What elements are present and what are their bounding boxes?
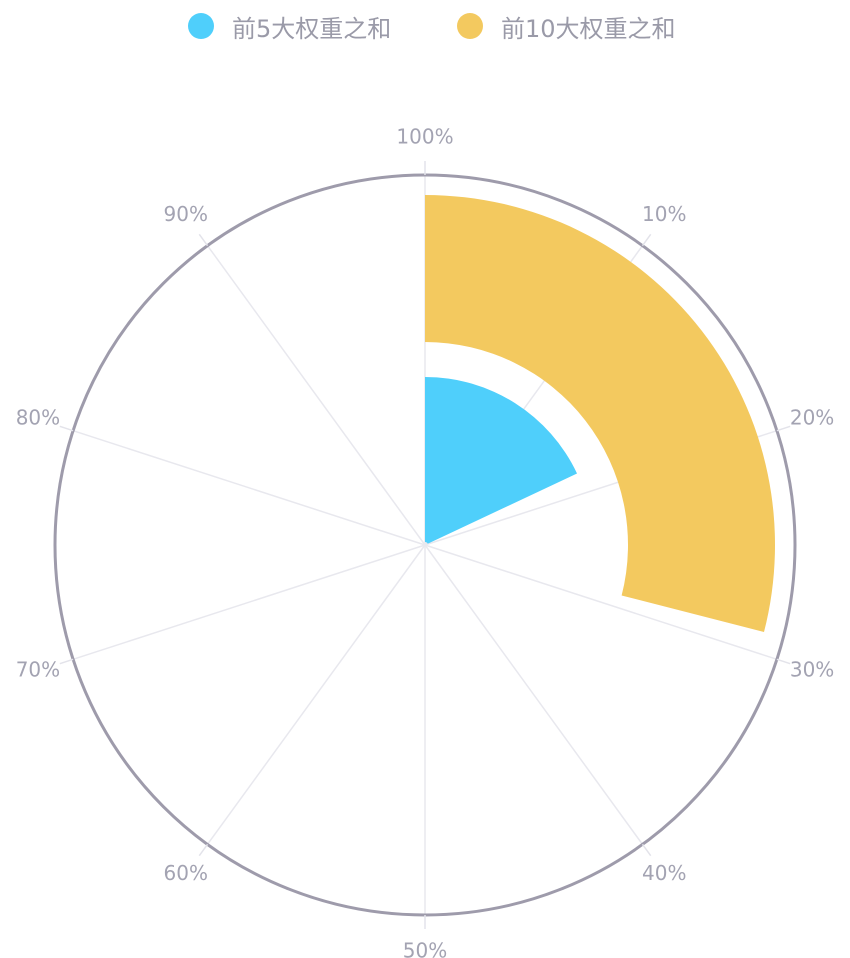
tick-mark bbox=[776, 658, 791, 665]
bar-top10 bbox=[425, 195, 775, 633]
tick-label: 80% bbox=[16, 406, 60, 430]
tick-label: 10% bbox=[642, 202, 686, 226]
tick-label: 70% bbox=[16, 657, 60, 681]
grid-line bbox=[424, 544, 778, 661]
legend-label-top10: 前10大权重之和 bbox=[501, 14, 676, 43]
grid-line bbox=[206, 245, 426, 546]
tick-mark bbox=[59, 658, 74, 665]
tick-mark bbox=[776, 425, 791, 432]
tick-mark bbox=[641, 233, 652, 247]
tick-label: 60% bbox=[164, 861, 208, 885]
bar-top5 bbox=[425, 377, 578, 544]
legend-label-top5: 前5大权重之和 bbox=[232, 14, 392, 43]
legend-dot-top10 bbox=[457, 13, 483, 39]
grid-line bbox=[72, 429, 426, 546]
tick-mark bbox=[198, 843, 209, 857]
tick-label: 50% bbox=[403, 939, 447, 958]
tick-label: 30% bbox=[790, 657, 834, 681]
legend-item-top10[interactable]: 前10大权重之和 bbox=[457, 6, 676, 46]
legend-item-top5[interactable]: 前5大权重之和 bbox=[188, 6, 391, 46]
legend-dot-top5 bbox=[188, 13, 214, 39]
grid-line bbox=[424, 544, 644, 845]
grid-line bbox=[206, 544, 426, 845]
tick-mark bbox=[198, 233, 209, 247]
tick-label: 90% bbox=[164, 202, 208, 226]
tick-mark bbox=[59, 425, 74, 432]
legend: 前5大权重之和 前10大权重之和 bbox=[0, 6, 850, 46]
tick-label: 40% bbox=[642, 861, 686, 885]
tick-label: 100% bbox=[396, 125, 453, 149]
tick-label: 20% bbox=[790, 406, 834, 430]
grid-line bbox=[72, 544, 426, 661]
tick-mark bbox=[641, 843, 652, 857]
